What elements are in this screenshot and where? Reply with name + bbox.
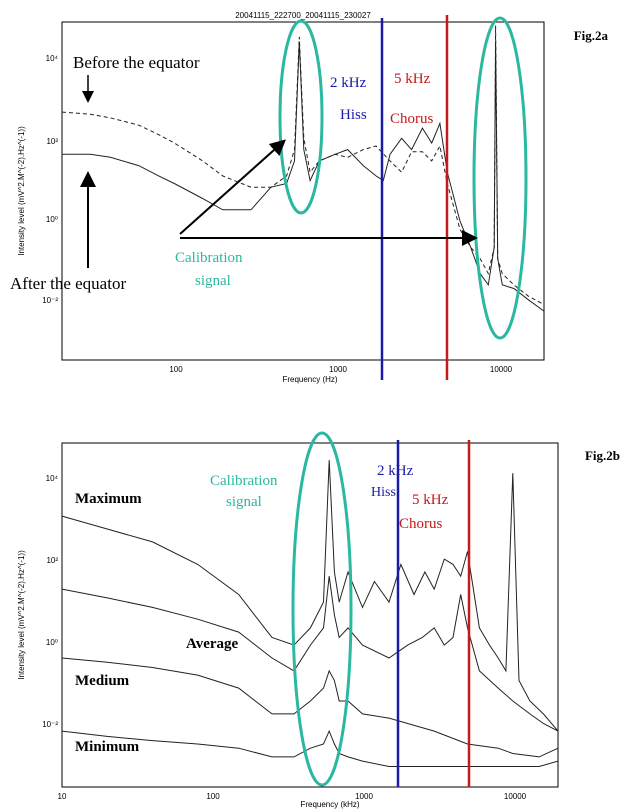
series-line-after-the-equator [62,41,545,312]
medium-label: Medium [75,673,130,689]
calibration-label-line1: Calibration [210,473,278,489]
hiss-label: Hiss [340,107,367,123]
y-tick-label: 10² [46,556,58,565]
x-tick-label: 10000 [490,365,513,374]
after-equator-label: After the equator [10,274,126,293]
y-tick-label: 10² [46,137,58,146]
panel-b-curves [61,460,559,767]
y-tick-label: 10⁴ [46,474,59,483]
y-tick-label: 10⁴ [46,54,59,63]
calibration-arrow-up [179,139,286,235]
minimum-label: Minimum [75,739,140,755]
series-line-medium [61,657,559,758]
panel-a-figure-label: Fig.2a [574,28,609,43]
panel-a-x-ticks: 100 1000 10000 [169,365,512,374]
chorus-frequency-label: 5 kHz [412,492,449,508]
maximum-label: Maximum [75,491,142,507]
panel-b-xlabel: Frequency (kHz) [300,800,359,809]
series-line-average [61,576,559,732]
panel-b-figure-label: Fig.2b [585,448,620,463]
panel-a: 20041115_222700_20041115_230027 Fig.2a F… [10,11,608,384]
x-tick-label: 100 [169,365,183,374]
panel-b-y-ticks: 10⁴ 10² 10⁰ 10⁻² [42,474,58,729]
hiss-frequency-label: 2 kHz [377,463,414,479]
y-tick-label: 10⁻² [42,296,58,305]
x-tick-label: 1000 [329,365,347,374]
panel-b: Fig.2b Frequency (kHz) Intensity level (… [17,431,620,809]
chorus-frequency-label: 5 kHz [394,71,431,87]
hiss-frequency-label: 2 kHz [330,75,367,91]
y-tick-label: 10⁰ [46,638,58,647]
series-line-minimum [61,729,559,767]
panel-b-frame [61,442,559,788]
x-tick-label: 100 [206,792,220,801]
x-tick-label: 10000 [504,792,527,801]
panel-a-ylabel: Intensity level (mV^2.M^(-2).Hz^(-1)) [17,126,26,256]
y-tick-label: 10⁻² [42,720,58,729]
calibration-ellipse-right [472,16,528,340]
calibration-ellipse-left [278,19,324,215]
panel-a-frame [61,21,545,361]
calibration-ellipse [291,431,353,787]
panel-a-curves [61,25,545,312]
x-tick-label: 1000 [355,792,373,801]
series-line-before-the-equator [61,25,545,305]
panel-b-x-ticks: 10 100 1000 10000 [58,792,527,801]
hiss-label: Hiss [371,485,396,500]
panel-a-xlabel: Frequency (Hz) [282,375,337,384]
calibration-label-line1: Calibration [175,250,243,266]
y-tick-label: 10⁰ [46,215,58,224]
x-tick-label: 10 [58,792,67,801]
average-label: Average [186,636,239,652]
panel-a-y-ticks: 10⁴ 10² 10⁰ 10⁻² [42,54,58,305]
panel-a-title: 20041115_222700_20041115_230027 [235,11,371,20]
chorus-label: Chorus [399,516,443,532]
calibration-label-line2: signal [226,494,262,510]
chorus-label: Chorus [390,111,434,127]
panel-b-ylabel: Intensity level (mV^2.M^(-2).Hz^(-1)) [17,550,26,680]
calibration-label-line2: signal [195,273,231,289]
before-equator-label: Before the equator [73,53,200,72]
series-line-maximum [61,460,559,732]
